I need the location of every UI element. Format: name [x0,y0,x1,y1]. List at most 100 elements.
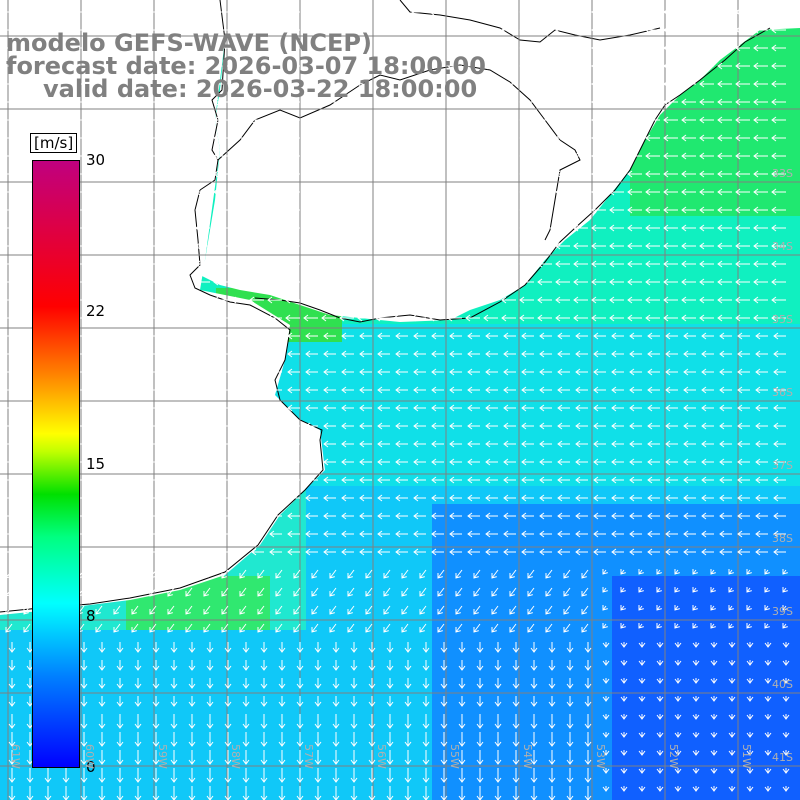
field-cell [702,306,720,324]
field-cell [468,576,486,594]
field-cell [576,540,594,558]
wind-arrow [419,623,427,633]
field-cell [774,450,792,468]
wind-arrow [341,548,354,556]
wind-arrow [287,494,300,502]
wind-arrow [519,80,534,88]
wind-arrow [116,768,124,783]
field-cell [684,324,702,342]
wind-arrow [512,714,520,729]
wind-arrow [87,98,102,106]
field-cell [684,522,702,540]
wind-arrow [537,278,552,286]
field-cell [324,720,342,738]
wind-arrow [206,642,214,653]
field-cell [684,108,702,126]
wind-arrow [87,242,102,250]
wind-arrow [80,660,88,671]
wind-arrow [285,116,300,124]
field-cell [558,378,576,396]
wind-arrow [213,80,228,88]
wind-arrow [485,422,498,430]
field-cell [558,630,576,648]
wind-arrow [269,440,282,448]
wind-arrow [251,476,264,484]
wind-arrow [267,80,282,88]
field-cell [360,504,378,522]
field-cell [360,522,378,540]
field-cell [252,720,270,738]
field-cell [432,378,450,396]
wind-arrow [773,512,786,520]
wind-arrow [440,732,448,747]
field-cell [306,396,324,414]
field-cell [0,630,18,648]
wind-arrow [422,660,430,671]
field-cell [648,540,666,558]
field-cell [576,612,594,630]
wind-arrow [188,678,196,689]
wind-arrow [267,314,282,322]
wind-arrow [23,605,31,615]
field-cell [792,612,800,630]
field-cell [342,720,360,738]
wind-arrow [339,98,354,106]
field-cell [360,720,378,738]
wind-arrow [645,296,660,304]
field-cell [594,666,612,684]
wind-arrow [386,714,394,729]
wind-arrow [170,750,178,765]
wind-arrow [501,80,516,88]
wind-arrow [401,569,409,579]
wind-arrow [339,8,354,16]
wind-arrow [188,642,196,653]
field-cell [432,522,450,540]
field-cell [594,234,612,252]
wind-arrow [203,605,211,615]
field-cell [594,306,612,324]
wind-arrow [629,476,642,484]
wind-arrow [233,332,246,340]
field-cell [342,612,360,630]
field-cell [396,594,414,612]
field-cell [684,216,702,234]
wind-arrow [339,224,354,232]
wind-arrow [458,678,466,689]
wind-arrow [681,98,696,106]
wind-arrow [69,62,84,70]
wind-arrow [692,642,700,648]
wind-arrow [555,296,570,304]
field-cell [378,522,396,540]
field-cell [216,738,234,756]
wind-arrow [260,696,268,707]
field-cell [774,558,792,576]
wind-arrow [375,260,390,268]
wind-arrow [629,422,642,430]
wind-arrow [735,242,750,250]
field-cell [180,756,198,774]
wind-arrow [447,80,462,88]
field-cell [540,450,558,468]
wind-arrow [269,494,282,502]
wind-arrow [665,494,678,502]
field-cell [360,648,378,666]
wind-arrow [755,530,768,538]
field-cell [684,576,702,594]
wind-arrow [341,530,354,538]
wind-arrow [215,422,228,430]
wind-arrow [51,80,66,88]
wind-arrow [339,188,354,196]
wind-arrow [699,224,714,232]
field-cell [360,468,378,486]
field-cell [486,774,504,792]
field-cell [684,648,702,666]
wind-arrow [501,224,516,232]
field-cell [324,666,342,684]
wind-arrow [699,188,714,196]
field-cell [738,702,756,720]
wind-arrow [663,80,678,88]
field-cell [414,486,432,504]
field-cell [396,540,414,558]
wind-arrow [33,152,48,160]
wind-arrow [303,152,318,160]
